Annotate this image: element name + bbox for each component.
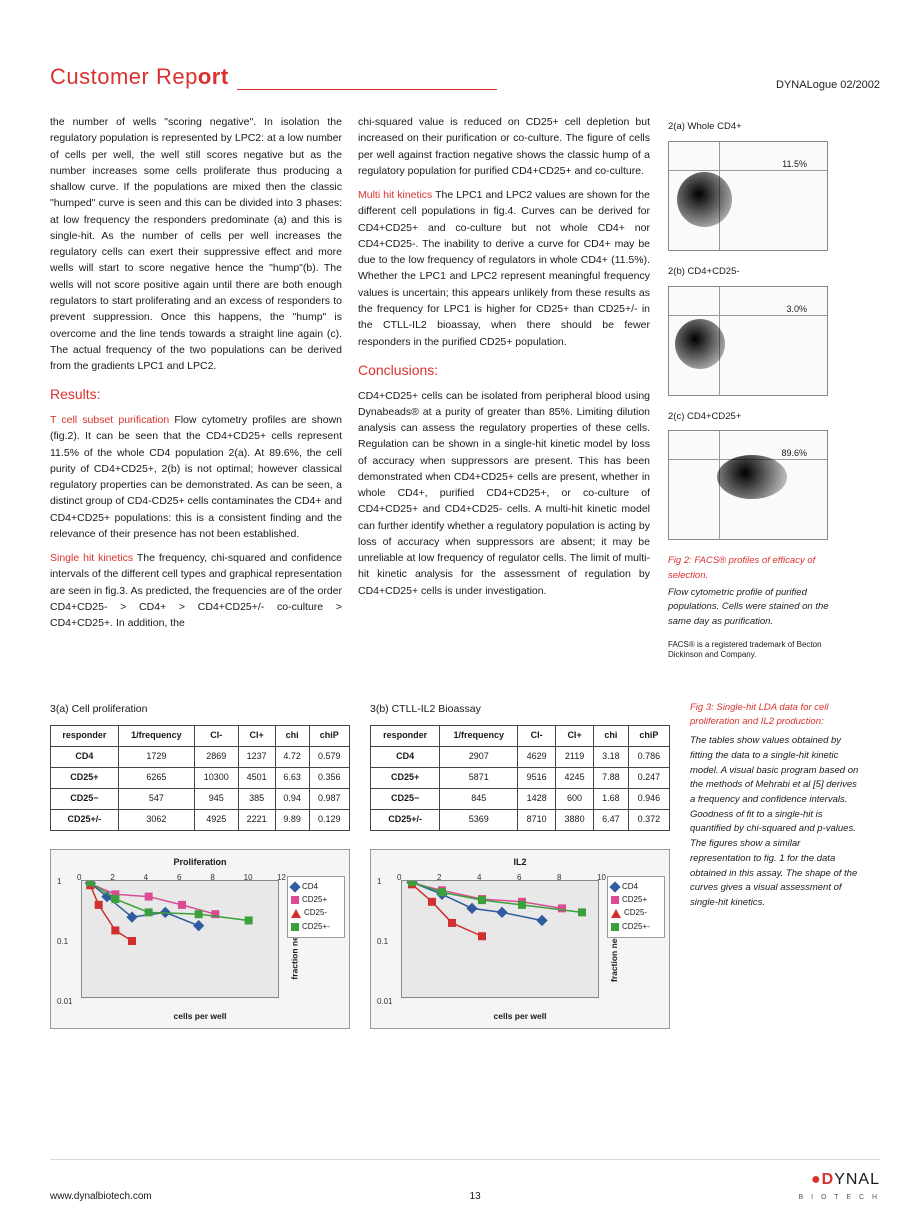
fig2-body: Flow cytometric profile of purified popu… — [668, 586, 848, 630]
facs-label: 2(b) CD4+CD25- — [668, 265, 848, 280]
table-3a: responder1/frequencyCI-CI+chichiPCD41729… — [50, 725, 350, 831]
chart-proliferation: Proliferationcells per wellfraction nega… — [50, 849, 350, 1029]
block-3b: 3(b) CTLL-IL2 Bioassay responder1/freque… — [370, 701, 670, 1029]
table-row: CD25+5871951642457.880.247 — [371, 767, 670, 788]
table-3b: responder1/frequencyCI-CI+chichiPCD42907… — [370, 725, 670, 831]
facs-label: 2(a) Whole CD4+ — [668, 120, 848, 135]
single-label: Single hit kinetics — [50, 552, 137, 564]
col2-multi: Multi hit kinetics The LPC1 and LPC2 val… — [358, 187, 650, 350]
chart-il2: IL2cells per wellfraction negativesCD4CD… — [370, 849, 670, 1029]
table-row: CD25+/-3062492522219.890.129 — [51, 809, 350, 830]
fig3-caption: Fig 3: Single-hit LDA data for cell prol… — [690, 701, 860, 1029]
tables-section: 3(a) Cell proliferation responder1/frequ… — [50, 701, 880, 1029]
facs-panel: 89.6% — [668, 430, 828, 540]
col1-p1: the number of wells "scoring negative". … — [50, 114, 342, 374]
facs-label: 2(c) CD4+CD25+ — [668, 410, 848, 425]
fig3-body: The tables show values obtained by fitti… — [690, 734, 860, 911]
col2-p1: chi-squared value is reduced on CD25+ ce… — [358, 114, 650, 179]
multi-text: The LPC1 and LPC2 values are shown for t… — [358, 189, 650, 347]
table-row: CD25−84514286001.680.946 — [371, 788, 670, 809]
col2-conclusions: CD4+CD25+ cells can be isolated from per… — [358, 388, 650, 599]
main-content: the number of wells "scoring negative". … — [50, 114, 880, 661]
multi-label: Multi hit kinetics — [358, 189, 435, 201]
column-1: the number of wells "scoring negative". … — [50, 114, 342, 661]
header-left: Customer Report — [50, 60, 497, 94]
fig2-title: Fig 2: FACS® profiles of efficacy of sel… — [668, 554, 848, 583]
col1-tcell: T cell subset purification Flow cytometr… — [50, 412, 342, 542]
header-title: Customer Report — [50, 60, 229, 94]
results-heading: Results: — [50, 384, 342, 406]
facs-panel: 3.0% — [668, 286, 828, 396]
table-3b-block: 3(b) CTLL-IL2 Bioassay responder1/freque… — [370, 701, 670, 831]
table-3a-title: 3(a) Cell proliferation — [50, 701, 350, 717]
table-row: CD25+/-5369871038806.470.372 — [371, 809, 670, 830]
conclusions-heading: Conclusions: — [358, 360, 650, 382]
column-2: chi-squared value is reduced on CD25+ ce… — [358, 114, 650, 661]
table-row: CD42907462921193.180.786 — [371, 746, 670, 767]
col1-single: Single hit kinetics The frequency, chi-s… — [50, 550, 342, 631]
chart-legend: CD4CD25+CD25-CD25+- — [287, 876, 345, 939]
table-row: CD25−5479453850.940.987 — [51, 788, 350, 809]
footer-logo: ●DYNAL B I O T E C H — [798, 1168, 880, 1204]
facs-trademark: FACS® is a registered trademark of Becto… — [668, 640, 848, 661]
facs-sidebar: 2(a) Whole CD4+ 11.5% 2(b) CD4+CD25- 3.0… — [668, 114, 848, 661]
table-3b-title: 3(b) CTLL-IL2 Bioassay — [370, 701, 670, 717]
tcell-label: T cell subset purification — [50, 414, 174, 426]
facs-panel: 11.5% — [668, 141, 828, 251]
table-3a-block: 3(a) Cell proliferation responder1/frequ… — [50, 701, 350, 831]
issue-label: DYNALogue 02/2002 — [776, 77, 880, 94]
text-columns: the number of wells "scoring negative". … — [50, 114, 650, 661]
page-header: Customer Report DYNALogue 02/2002 — [50, 60, 880, 94]
block-3a: 3(a) Cell proliferation responder1/frequ… — [50, 701, 350, 1029]
table-row: CD25+62651030045016.630.356 — [51, 767, 350, 788]
tcell-text: Flow cytometry profiles are shown (fig.2… — [50, 414, 342, 540]
footer-page: 13 — [470, 1189, 481, 1205]
header-rule — [237, 89, 497, 90]
chart-legend: CD4CD25+CD25-CD25+- — [607, 876, 665, 939]
footer-url: www.dynalbiotech.com — [50, 1189, 152, 1205]
page-footer: www.dynalbiotech.com 13 ●DYNAL B I O T E… — [50, 1159, 880, 1204]
fig3-title: Fig 3: Single-hit LDA data for cell prol… — [690, 701, 860, 730]
table-row: CD41729286912374.720.579 — [51, 746, 350, 767]
